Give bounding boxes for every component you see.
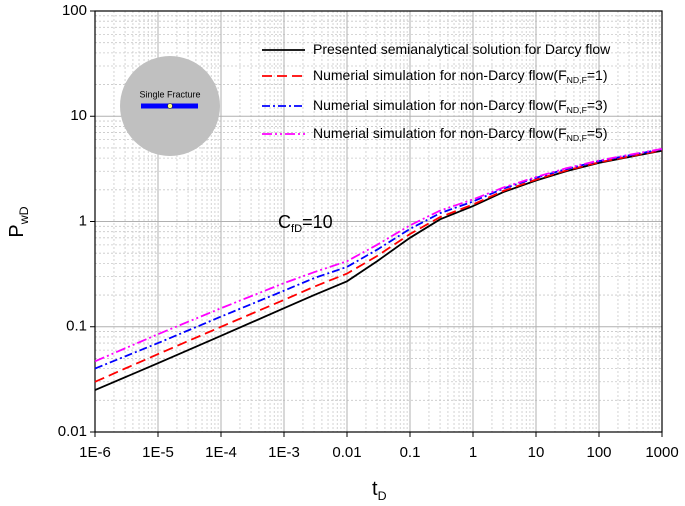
series-line <box>94 149 663 383</box>
legend-label-tail: =1) <box>587 67 608 83</box>
y-tick-label: 1 <box>79 212 87 229</box>
x-tick-label: 100 <box>586 444 611 461</box>
legend-label-text: Presented semianalytical solution for Da… <box>313 41 611 57</box>
legend-label-tail: =5) <box>587 125 608 141</box>
x-tick-label: 0.01 <box>332 444 361 461</box>
legend-label-sub: ND,F <box>567 75 587 85</box>
plot-frame <box>94 10 663 433</box>
legend-label-tail: =3) <box>587 97 608 113</box>
series-line <box>94 148 663 363</box>
inset: Single Fracture <box>120 56 220 156</box>
annotation-text: C <box>278 212 291 232</box>
series-line <box>94 149 663 391</box>
x-tick-label: 1E-6 <box>79 444 111 461</box>
inset-label: Single Fracture <box>139 89 200 99</box>
legend-label: Numerial simulation for non-Darcy flow(F… <box>313 67 608 86</box>
x-axis-label: tD <box>372 478 387 503</box>
x-tick-label: 1000 <box>645 444 678 461</box>
legend-label: Numerial simulation for non-Darcy flow(F… <box>313 125 608 144</box>
legend-label: Numerial simulation for non-Darcy flow(F… <box>313 97 608 116</box>
legend-label-sub: ND,F <box>567 133 587 143</box>
x-axis-label-sub: D <box>378 489 387 503</box>
annotation-tail: =10 <box>302 212 333 232</box>
y-tick-label: 100 <box>62 2 87 19</box>
x-tick-label: 10 <box>528 444 545 461</box>
x-tick-label: 1 <box>469 444 477 461</box>
legend-label-text: Numerial simulation for non-Darcy flow(F <box>313 125 567 141</box>
x-tick-label: 1E-3 <box>268 444 300 461</box>
inset-well <box>167 103 173 109</box>
legend-label-sub: ND,F <box>567 105 587 115</box>
y-tick-label: 0.01 <box>58 423 87 440</box>
legend-label-text: Numerial simulation for non-Darcy flow(F <box>313 67 567 83</box>
x-tick-label: 1E-4 <box>205 444 237 461</box>
annotation-sub: fD <box>291 223 302 235</box>
legend-label: Presented semianalytical solution for Da… <box>313 41 611 57</box>
x-axis-label-text: t <box>372 478 378 500</box>
legend-label-text: Numerial simulation for non-Darcy flow(F <box>313 97 567 113</box>
y-tick-label: 0.1 <box>66 318 87 335</box>
y-axis-label: PwD <box>6 206 31 237</box>
y-axis-label-sub: wD <box>17 206 31 225</box>
annotation: CfD=10 <box>278 212 333 235</box>
y-axis-label-text: P <box>6 224 28 237</box>
x-tick-label: 0.1 <box>400 444 421 461</box>
series-line <box>94 148 663 370</box>
y-tick-label: 10 <box>70 107 87 124</box>
x-tick-label: 1E-5 <box>142 444 174 461</box>
